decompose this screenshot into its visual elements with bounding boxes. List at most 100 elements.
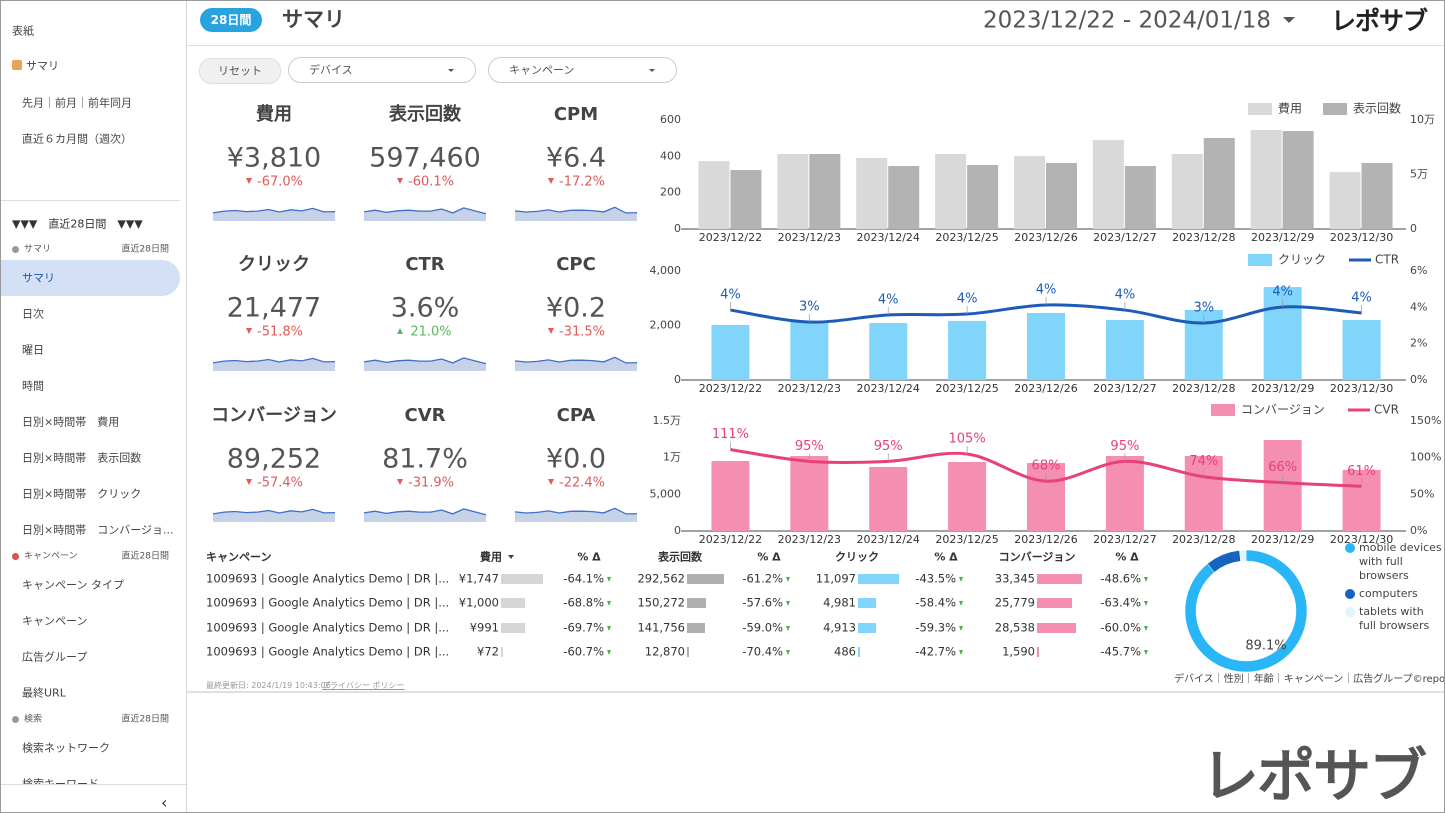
table-bar bbox=[687, 646, 689, 657]
y-tick-label: 5,000 bbox=[650, 487, 682, 500]
legend-swatch bbox=[1248, 254, 1272, 266]
campaign-cell[interactable]: 1009693 | Google Analytics Demo | DR |..… bbox=[206, 619, 450, 634]
kpi-value: ¥3,810 bbox=[226, 142, 322, 174]
column-header: キャンペーン bbox=[206, 550, 272, 564]
y-tick-label: 2,000 bbox=[650, 319, 682, 332]
x-tick-label: 2023/12/27 bbox=[1093, 231, 1156, 244]
y2-tick-label: 0% bbox=[1410, 373, 1427, 386]
column-header[interactable]: 費用 bbox=[480, 550, 502, 564]
kpi-trend-arrow bbox=[246, 328, 252, 334]
divider bbox=[1, 200, 180, 201]
last-updated: 最終更新日: 2024/1/19 10:43:06 bbox=[206, 681, 331, 690]
number-cell: 292,562 bbox=[637, 571, 685, 586]
legend-label: computers bbox=[1359, 587, 1418, 600]
kpi-sparkline bbox=[514, 206, 638, 214]
kpi-sparkline bbox=[363, 357, 487, 365]
filter-dropdown[interactable]: デバイス bbox=[288, 57, 476, 83]
nav-item[interactable]: 時間 bbox=[22, 379, 44, 393]
delta-cell: -68.8% bbox=[563, 595, 604, 610]
date-range[interactable]: 2023/12/22 - 2024/01/18 bbox=[983, 7, 1272, 34]
value-label: 4% bbox=[878, 292, 899, 307]
filter-dropdown[interactable]: キャンペーン bbox=[488, 57, 677, 83]
kpi-sparkline bbox=[363, 207, 487, 215]
nav-item[interactable]: サマリ bbox=[22, 271, 55, 285]
nav-item[interactable]: 検索ネットワーク bbox=[22, 741, 110, 755]
y2-tick-label: 2% bbox=[1410, 337, 1427, 350]
table-bar bbox=[501, 646, 503, 657]
nav-item[interactable]: 日次 bbox=[22, 307, 44, 321]
delta-cell: -63.4% bbox=[1100, 595, 1141, 610]
number-cell: 25,779 bbox=[994, 595, 1035, 610]
kpi-value: ¥0.0 bbox=[545, 443, 607, 475]
delta-cell: -45.7% bbox=[1100, 644, 1141, 659]
delta-cell: -48.6% bbox=[1100, 571, 1141, 586]
delta-arrow bbox=[786, 649, 790, 655]
legend-label: 費用 bbox=[1278, 101, 1302, 116]
bar bbox=[856, 157, 888, 229]
period-badge[interactable]: 28日間 bbox=[200, 8, 262, 32]
sort-arrow bbox=[508, 555, 514, 559]
delta-arrow bbox=[1144, 625, 1148, 631]
kpi-sparkline bbox=[212, 508, 336, 515]
kpi-value: 597,460 bbox=[369, 142, 481, 174]
reset-text: リセット bbox=[218, 64, 262, 78]
donut-label: 89.1% bbox=[1245, 639, 1286, 654]
x-tick-label: 2023/12/24 bbox=[857, 382, 920, 395]
x-tick-label: 2023/12/25 bbox=[935, 533, 998, 546]
header-line bbox=[186, 45, 1444, 46]
x-tick-label: 2023/12/22 bbox=[699, 533, 762, 546]
kpi-delta: -60.1% bbox=[408, 174, 454, 190]
value-label: 4% bbox=[720, 288, 741, 303]
badge-text: 28日間 bbox=[210, 13, 252, 27]
number-cell: 4,981 bbox=[823, 595, 856, 610]
kpi-trend-arrow bbox=[397, 479, 403, 485]
x-tick-label: 2023/12/27 bbox=[1093, 382, 1156, 395]
nav-item[interactable]: 日別×時間帯 費用 bbox=[22, 415, 120, 429]
y-tick-label: 4,000 bbox=[650, 264, 682, 277]
delta-cell: -58.4% bbox=[915, 595, 956, 610]
campaign-cell[interactable]: 1009693 | Google Analytics Demo | DR |..… bbox=[206, 644, 450, 659]
number-cell: 141,756 bbox=[637, 619, 685, 634]
delta-cell: -43.5% bbox=[915, 571, 956, 586]
number-cell: ¥991 bbox=[469, 619, 499, 634]
logo: レポサブ bbox=[1331, 6, 1428, 36]
delta-cell: -69.7% bbox=[563, 619, 604, 634]
bar bbox=[1124, 165, 1156, 229]
nav-item[interactable]: 日別×時間帯 コンバージョ... bbox=[22, 523, 174, 537]
nav-item[interactable]: 曜日 bbox=[22, 343, 44, 357]
nav-item[interactable]: 最終URL bbox=[22, 686, 66, 700]
bar bbox=[711, 324, 750, 380]
privacy-link[interactable]: プライバシー ポリシー bbox=[322, 681, 405, 690]
delta-cell: -60.0% bbox=[1100, 619, 1141, 634]
collapse-button[interactable]: ‹ bbox=[161, 793, 168, 812]
legend-swatch bbox=[1345, 607, 1355, 617]
footer-nav[interactable]: デバイス｜性別｜年齢｜キャンペーン｜広告グループ©reposub. bbox=[1174, 674, 1445, 685]
nav-link[interactable]: 先月｜前月｜前年同月 bbox=[22, 96, 132, 110]
nav-link[interactable]: サマリ bbox=[26, 59, 59, 73]
nav-item[interactable]: キャンペーン bbox=[22, 614, 88, 628]
reset-button[interactable]: リセット bbox=[199, 58, 281, 84]
nav-item[interactable]: キャンペーン タイプ bbox=[22, 578, 124, 592]
value-label: 66% bbox=[1268, 460, 1297, 475]
nav-item[interactable]: 日別×時間帯 クリック bbox=[22, 487, 142, 501]
table-bar bbox=[1037, 622, 1076, 633]
nav-item[interactable]: 広告グループ bbox=[22, 650, 88, 664]
nav-item[interactable]: 日別×時間帯 表示回数 bbox=[22, 451, 142, 465]
campaign-cell[interactable]: 1009693 | Google Analytics Demo | DR |..… bbox=[206, 571, 450, 586]
y-tick-label: 0 bbox=[674, 524, 681, 537]
bar bbox=[1263, 439, 1302, 531]
y2-tick-label: 100% bbox=[1410, 451, 1441, 464]
nav-link[interactable]: 表紙 bbox=[12, 24, 34, 38]
kpi-trend-arrow bbox=[397, 178, 403, 184]
y-tick-label: 1万 bbox=[663, 451, 681, 464]
nav-link[interactable]: 直近６カ月間（週次） bbox=[22, 132, 132, 146]
y2-tick-label: 150% bbox=[1410, 414, 1441, 427]
x-tick-label: 2023/12/22 bbox=[699, 231, 762, 244]
x-tick-label: 2023/12/25 bbox=[935, 231, 998, 244]
table-bar bbox=[1037, 598, 1072, 609]
kpi-label: コンバージョン bbox=[211, 405, 337, 426]
delta-arrow bbox=[959, 625, 963, 631]
campaign-cell[interactable]: 1009693 | Google Analytics Demo | DR |..… bbox=[206, 595, 450, 610]
kpi-trend-arrow bbox=[246, 178, 252, 184]
value-label: 105% bbox=[949, 432, 986, 447]
